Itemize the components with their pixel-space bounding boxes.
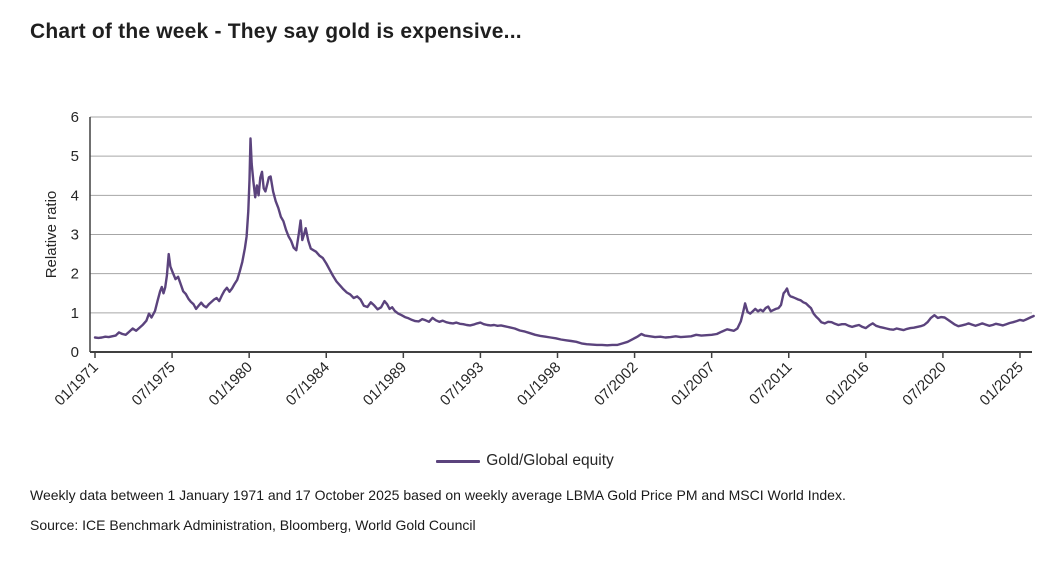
svg-text:1: 1 xyxy=(71,305,79,322)
svg-text:07/1975: 07/1975 xyxy=(129,359,179,409)
svg-text:2: 2 xyxy=(71,266,79,283)
svg-text:07/2002: 07/2002 xyxy=(591,359,641,409)
legend: Gold/Global equity xyxy=(0,452,1050,470)
svg-text:07/1993: 07/1993 xyxy=(437,359,487,409)
chart-area: 0 1 2 3 4 5 6 Relative ratio 01/1971 07/1975 01/19… xyxy=(0,95,1050,440)
line-chart: 0 1 2 3 4 5 6 Relative ratio 01/1971 07/1975 01/19… xyxy=(43,109,1035,409)
svg-text:01/1998: 01/1998 xyxy=(514,359,564,409)
svg-text:01/2016: 01/2016 xyxy=(822,359,872,409)
svg-text:Relative ratio: Relative ratio xyxy=(43,191,60,279)
svg-text:4: 4 xyxy=(71,187,79,204)
svg-text:01/1971: 01/1971 xyxy=(51,359,101,409)
footnote-data-range: Weekly data between 1 January 1971 and 1… xyxy=(30,487,846,503)
svg-text:0: 0 xyxy=(71,344,79,361)
svg-text:07/1984: 07/1984 xyxy=(283,359,333,409)
svg-text:5: 5 xyxy=(71,148,79,165)
footnote-source: Source: ICE Benchmark Administration, Bl… xyxy=(30,517,476,533)
svg-text:6: 6 xyxy=(71,109,79,126)
svg-text:01/1989: 01/1989 xyxy=(360,359,410,409)
svg-text:01/2007: 01/2007 xyxy=(668,359,718,409)
svg-text:01/1980: 01/1980 xyxy=(206,359,256,409)
chart-title: Chart of the week - They say gold is exp… xyxy=(30,20,522,43)
svg-text:01/2025: 01/2025 xyxy=(976,359,1026,409)
svg-text:3: 3 xyxy=(71,227,79,244)
svg-text:07/2011: 07/2011 xyxy=(746,359,796,409)
legend-line-swatch xyxy=(436,459,481,463)
legend-label: Gold/Global equity xyxy=(486,452,614,469)
svg-text:07/2020: 07/2020 xyxy=(899,359,949,409)
